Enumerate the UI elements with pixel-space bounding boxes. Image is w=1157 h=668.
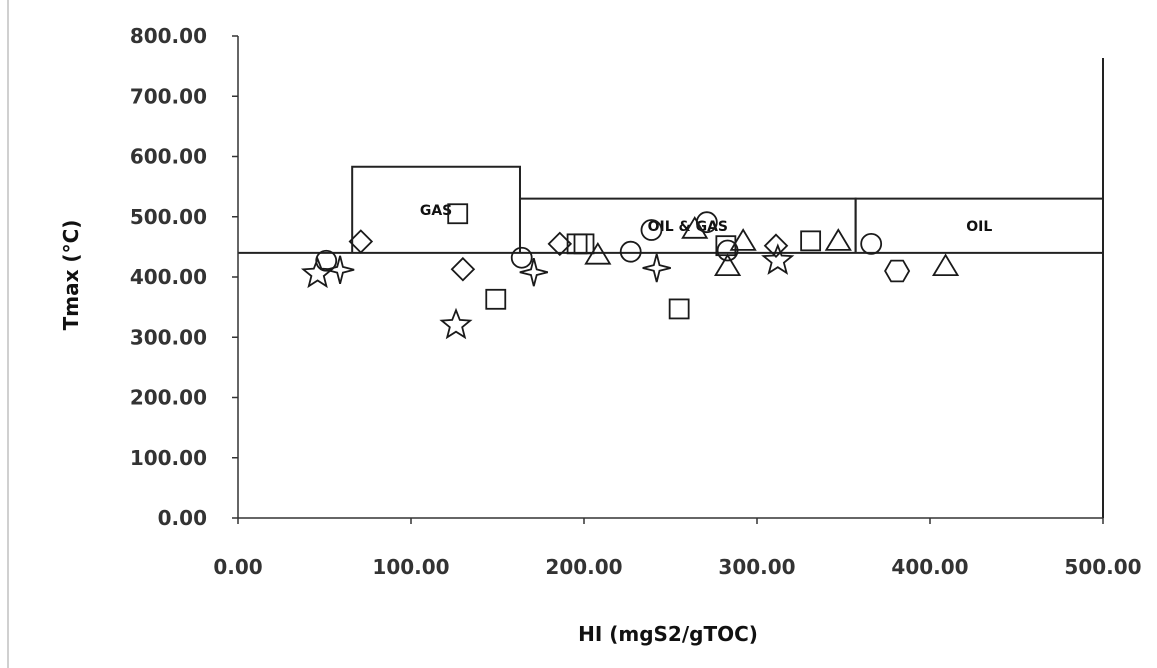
circle-point (860, 232, 883, 255)
star4-point (519, 257, 549, 287)
x-tick-label: 500.00 (1064, 555, 1141, 579)
axes (232, 35, 1104, 524)
diamond-point (763, 233, 789, 258)
y-tick-label: 600.00 (130, 145, 207, 169)
x-tick-label: 100.00 (372, 555, 449, 579)
x-tick-label: 200.00 (545, 555, 622, 579)
circle-point (640, 219, 663, 241)
zone-label-1: OIL & GAS (648, 219, 728, 235)
square-point (573, 233, 595, 255)
diamond-point (348, 229, 374, 254)
circle-point (716, 239, 739, 262)
x-tick-label: 0.00 (213, 555, 262, 579)
star5-point (439, 307, 473, 340)
zone-label-2: OIL (966, 219, 992, 235)
data-points (300, 203, 960, 340)
diamond-point (450, 256, 476, 282)
y-tick-label: 100.00 (130, 446, 207, 470)
square-point (800, 230, 822, 252)
square-point (485, 288, 507, 310)
triangle-point (681, 216, 709, 239)
y-tick-label: 500.00 (130, 205, 207, 229)
y-tick-label: 0.00 (158, 506, 207, 530)
square-point (447, 203, 469, 225)
triangle-point (931, 253, 960, 277)
star5-point (761, 243, 795, 275)
y-tick-label: 800.00 (130, 24, 207, 48)
y-tick-label: 200.00 (130, 386, 207, 410)
zone-label-0: GAS (420, 203, 452, 219)
star4-point (325, 255, 355, 285)
triangle-point (584, 241, 612, 265)
star5-point (300, 256, 335, 289)
triangle-point (729, 228, 757, 251)
circle-point (510, 246, 533, 269)
maturity-zones: GAS OIL & GAS OIL (238, 58, 1104, 518)
x-axis-title: HI (mgS2/gTOC) (578, 622, 758, 646)
triangle-point (714, 253, 742, 277)
y-tick-label: 300.00 (130, 325, 207, 349)
x-tick-label: 400.00 (891, 555, 968, 579)
square-point (668, 298, 690, 320)
y-axis-title: Tmax (°C) (59, 220, 83, 331)
y-tick-label: 400.00 (130, 265, 207, 289)
circle-point (695, 211, 718, 234)
star4-point (642, 253, 671, 283)
circle-point (619, 240, 642, 263)
diamond-point (547, 231, 573, 257)
hexagon-point (884, 259, 911, 283)
axis-labels: 0.00 100.00 200.00 300.00 400.00 500.00 0.00 10… (130, 24, 1142, 579)
triangle-point (824, 228, 852, 251)
x-tick-label: 300.00 (718, 555, 795, 579)
y-tick-label: 700.00 (130, 84, 207, 108)
